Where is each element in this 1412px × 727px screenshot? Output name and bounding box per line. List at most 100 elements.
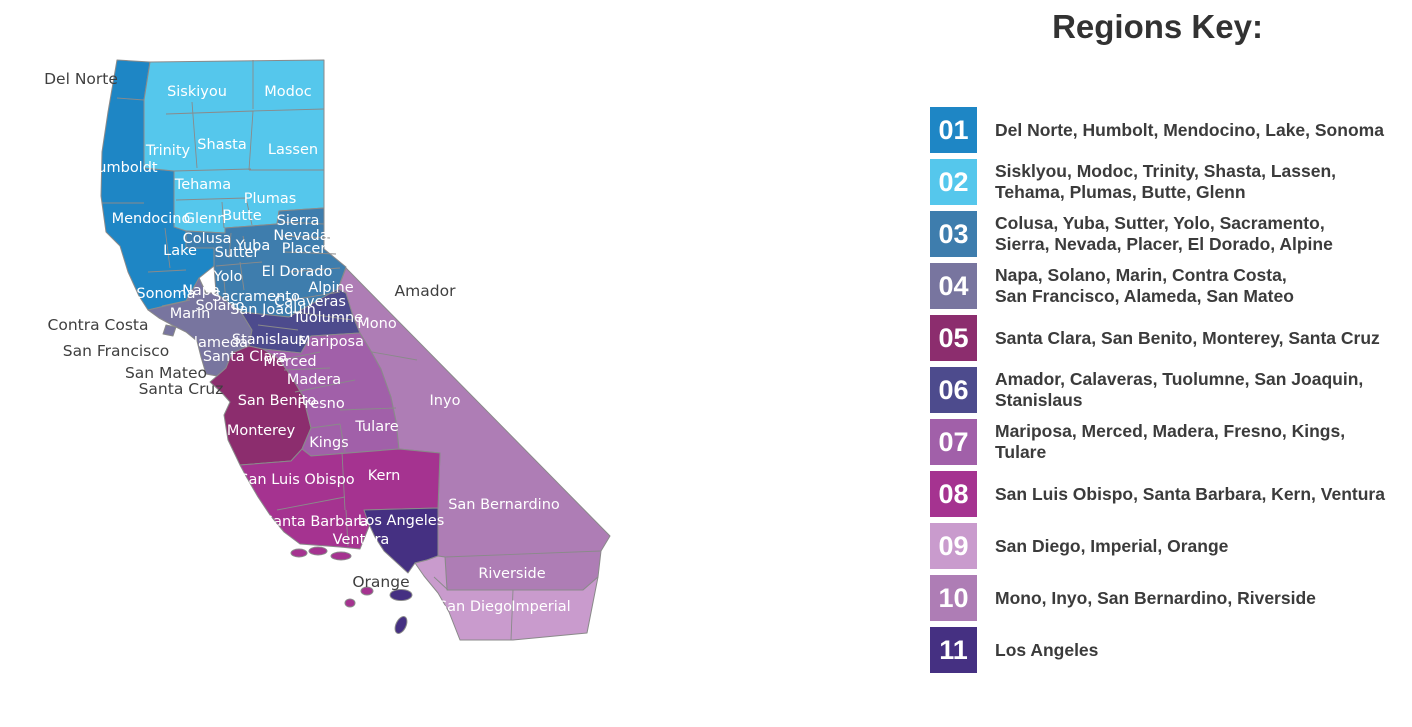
island-catalina — [389, 589, 413, 601]
county-label-santa-barbara: Santa Barbara — [264, 514, 368, 530]
legend-region-counties: Mariposa, Merced, Madera, Fresno, Kings,… — [995, 421, 1345, 462]
region-04-shape — [147, 277, 253, 377]
channel-islands — [290, 546, 413, 634]
county-label-tehama: Tehama — [174, 177, 231, 193]
county-label-lassen: Lassen — [268, 142, 318, 158]
county-label-lake: Lake — [163, 243, 197, 259]
legend-row-06: 06 Amador, Calaveras, Tuolumne, San Joaq… — [930, 367, 1385, 413]
island-san-miguel — [290, 548, 308, 558]
county-label-merced: Merced — [263, 354, 316, 370]
island-santa-cruz — [330, 551, 352, 561]
region-09-shape — [414, 555, 599, 641]
county-label-san-luis-obispo: San Luis Obispo — [239, 472, 354, 488]
outside-county-label-contra-costa: Contra Costa — [48, 316, 149, 334]
legend-region-counties: Los Angeles — [995, 640, 1098, 661]
legend-region-counties: Amador, Calaveras, Tuolumne, San Joaquin… — [995, 369, 1363, 410]
legend-row-05: 05 Santa Clara, San Benito, Monterey, Sa… — [930, 315, 1385, 361]
legend-county-line: Del Norte, Humbolt, Mendocino, Lake, Son… — [995, 119, 1384, 140]
county-label-yuba: Yuba — [235, 238, 270, 254]
outside-county-label-orange: Orange — [352, 573, 409, 591]
legend-region-counties: Del Norte, Humbolt, Mendocino, Lake, Son… — [995, 120, 1384, 141]
outside-county-label-santa-cruz: Santa Cruz — [139, 380, 224, 398]
county-label-fresno: Fresno — [297, 396, 345, 412]
county-label-mono: Mono — [357, 316, 397, 332]
regions-key-title: Regions Key: — [1052, 8, 1263, 45]
legend-region-swatch: 07 — [930, 419, 977, 465]
legend-region-swatch: 08 — [930, 471, 977, 517]
legend-region-counties: Colusa, Yuba, Sutter, Yolo, Sacramento, S… — [995, 213, 1333, 254]
region-04-sf-shape — [162, 324, 177, 337]
county-label-stanislaus: Stanislaus — [232, 332, 306, 348]
county-label-alameda: Alameda — [184, 335, 248, 351]
county-label-modoc: Modoc — [264, 84, 311, 100]
legend-county-line: Stanislaus — [995, 390, 1083, 410]
county-label-imperial: Imperial — [511, 599, 570, 615]
legend-row-11: 11 Los Angeles — [930, 627, 1385, 673]
county-label-tulare: Tulare — [354, 419, 398, 435]
county-label-marin: Marin — [170, 306, 211, 322]
county-label-butte: Butte — [222, 208, 262, 224]
county-label-calaveras: Calaveras — [274, 294, 346, 310]
county-label-sierra: Sierra — [277, 213, 320, 229]
legend-county-line: Sierra, Nevada, Placer, El Dorado, Alpin… — [995, 234, 1333, 254]
county-label-kern: Kern — [368, 468, 401, 484]
legend-county-line: Tulare — [995, 442, 1047, 462]
outside-county-label-amador: Amador — [395, 282, 457, 300]
county-label-siskiyou: Siskiyou — [167, 84, 227, 100]
legend-row-02: 02 Sisklyou, Modoc, Trinity, Shasta, Las… — [930, 159, 1385, 205]
legend-region-counties: Napa, Solano, Marin, Contra Costa, San Fr… — [995, 265, 1294, 306]
county-label-solano: Solano — [195, 298, 244, 314]
map-svg: Siskiyou Modoc Trinity Shasta Lassen Humboldt… — [44, 59, 611, 641]
county-label-kings: Kings — [309, 435, 349, 451]
legend-region-swatch: 09 — [930, 523, 977, 569]
legend-row-01: 01 Del Norte, Humbolt, Mendocino, Lake, … — [930, 107, 1385, 153]
county-label-san-diego: San Diego — [438, 599, 512, 615]
county-label-mariposa: Mariposa — [298, 334, 364, 350]
legend-row-10: 10 Mono, Inyo, San Bernardino, Riverside — [930, 575, 1385, 621]
outside-county-label-san-mateo: San Mateo — [125, 364, 207, 382]
county-label-shasta: Shasta — [197, 137, 246, 153]
legend-row-09: 09 San Diego, Imperial, Orange — [930, 523, 1385, 569]
legend-region-counties: San Diego, Imperial, Orange — [995, 536, 1228, 557]
legend-region-counties: San Luis Obispo, Santa Barbara, Kern, Ve… — [995, 484, 1385, 505]
county-label-los-angeles: Los Angeles — [358, 513, 445, 529]
county-label-placer: Placer — [282, 241, 327, 257]
legend-county-line: San Luis Obispo, Santa Barbara, Kern, Ve… — [995, 483, 1385, 504]
county-label-alpine: Alpine — [308, 280, 353, 296]
county-label-trinity: Trinity — [145, 143, 191, 159]
county-label-inyo: Inyo — [430, 393, 461, 409]
legend-region-swatch: 11 — [930, 627, 977, 673]
county-label-riverside: Riverside — [478, 566, 545, 582]
legend-region-counties: Mono, Inyo, San Bernardino, Riverside — [995, 588, 1316, 609]
legend-row-04: 04 Napa, Solano, Marin, Contra Costa, San… — [930, 263, 1385, 309]
county-label-plumas: Plumas — [244, 191, 297, 207]
legend-county-line: Sisklyou, Modoc, Trinity, Shasta, Lassen… — [995, 161, 1337, 182]
outside-county-label-san-francisco: San Francisco — [63, 342, 169, 360]
island-san-clemente — [394, 616, 408, 634]
county-label-monterey: Monterey — [227, 423, 296, 439]
legend-region-swatch: 05 — [930, 315, 977, 361]
outside-county-label-del-norte: Del Norte — [44, 70, 118, 88]
legend-region-swatch: 04 — [930, 263, 977, 309]
county-label-sonoma: Sonoma — [136, 286, 195, 302]
region-11-shape — [363, 507, 439, 574]
county-label-mendocino: Mendocino — [112, 211, 191, 227]
legend-county-line: Amador, Calaveras, Tuolumne, San Joaquin… — [995, 369, 1364, 390]
legend-county-line: San Diego, Imperial, Orange — [995, 535, 1229, 556]
island-santa-barbara — [360, 586, 374, 596]
legend-region-swatch: 10 — [930, 575, 977, 621]
legend-row-03: 03 Colusa, Yuba, Sutter, Yolo, Sacrament… — [930, 211, 1385, 257]
legend-region-counties: Santa Clara, San Benito, Monterey, Santa… — [995, 328, 1380, 349]
legend-county-line: Mariposa, Merced, Madera, Fresno, Kings, — [995, 421, 1346, 442]
county-label-san-benito: San Benito — [238, 393, 317, 409]
county-label-sutter: Sutter — [215, 245, 260, 261]
county-label-san-bernardino: San Bernardino — [448, 497, 560, 513]
county-label-humboldt: Humboldt — [86, 160, 158, 176]
county-label-santa-clara: Santa Clara — [203, 349, 287, 365]
legend-county-line: Tehama, Plumas, Butte, Glenn — [995, 182, 1246, 202]
county-label-napa: Napa — [182, 283, 220, 299]
legend-region-counties: Sisklyou, Modoc, Trinity, Shasta, Lassen… — [995, 161, 1336, 202]
island-santa-rosa — [308, 546, 328, 556]
legend-row-07: 07 Mariposa, Merced, Madera, Fresno, Kin… — [930, 419, 1385, 465]
